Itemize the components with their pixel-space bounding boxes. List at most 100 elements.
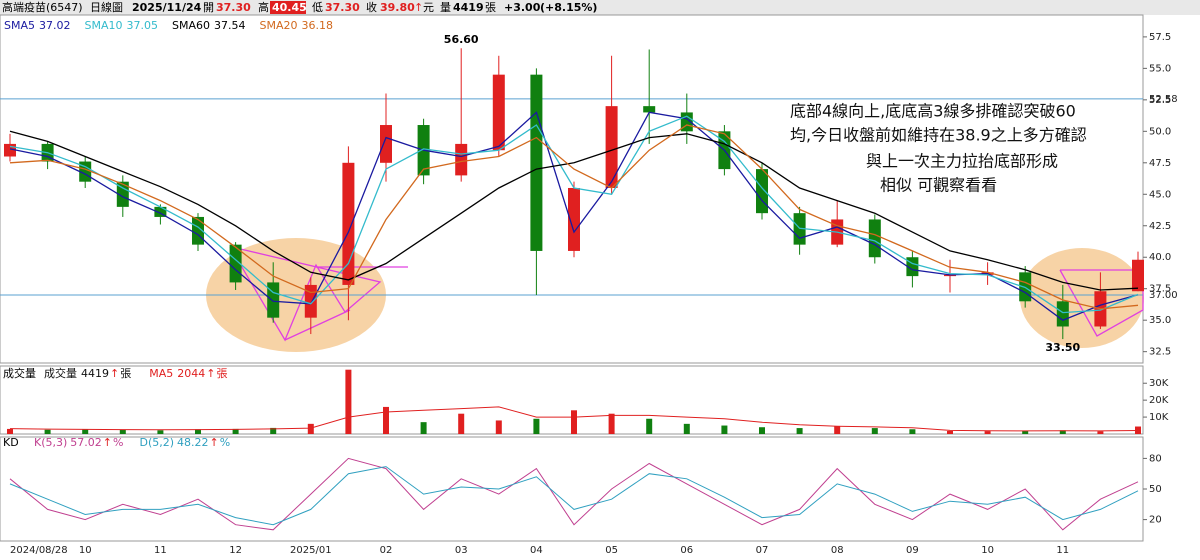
change: +3.00 bbox=[504, 1, 541, 14]
volume-bar bbox=[1097, 431, 1104, 434]
y-tick-label: 50.0 bbox=[1149, 126, 1171, 137]
volume-bar bbox=[646, 418, 653, 434]
x-tick-label: 03 bbox=[455, 545, 468, 556]
stock-name: 高端疫苗(6547) bbox=[2, 0, 83, 14]
y-tick-label: 40.0 bbox=[1149, 252, 1171, 263]
y-tick-label: 20K bbox=[1149, 395, 1169, 406]
candle-body bbox=[605, 106, 618, 188]
highlight-ellipse bbox=[1020, 248, 1144, 348]
price-panel bbox=[0, 14, 1144, 364]
legend-name: SMA5 bbox=[4, 19, 35, 32]
x-tick-label: 04 bbox=[530, 545, 543, 556]
sma-line bbox=[9, 115, 1139, 314]
x-tick-label: 2024/08/28 bbox=[10, 545, 68, 556]
x-tick-label: 12 bbox=[229, 545, 242, 556]
x-tick-label: 10 bbox=[79, 545, 92, 556]
volume-bar bbox=[909, 429, 916, 434]
price-annotation: 56.60 bbox=[444, 33, 479, 46]
note: 相似 可觀察看看 bbox=[880, 176, 997, 195]
x-tick-label: 10 bbox=[981, 545, 994, 556]
candle-body bbox=[643, 106, 656, 113]
sma-line bbox=[9, 111, 1139, 321]
y-tick-label: 42.5 bbox=[1149, 221, 1171, 232]
close-label: 收 bbox=[366, 0, 377, 14]
note: 與上一次主力拉抬底部形成 bbox=[866, 152, 1058, 171]
volume-bar bbox=[1135, 426, 1141, 434]
y-tick-label: 80 bbox=[1149, 453, 1162, 464]
volume-ma-line bbox=[9, 406, 1139, 432]
sma-line bbox=[9, 130, 1139, 291]
high-label: 高 bbox=[258, 0, 269, 14]
y-tick-label: 32.5 bbox=[1149, 347, 1171, 358]
note: 均,今日收盤前如維持在38.9之上多方確認 bbox=[790, 126, 1087, 145]
note: 底部4線向上,底底高3線多排確認突破60 bbox=[790, 102, 1076, 121]
trend-line bbox=[284, 309, 351, 341]
volume-bar bbox=[533, 418, 540, 434]
low-label: 低 bbox=[312, 0, 323, 14]
legend-name: D(5,2) bbox=[139, 436, 174, 449]
sma-line bbox=[9, 124, 1139, 310]
triangle bbox=[1059, 269, 1144, 337]
candle-body bbox=[1056, 301, 1069, 327]
y-tick-label: 37.5 bbox=[1149, 284, 1171, 295]
candle-body bbox=[868, 219, 881, 258]
kd-panel bbox=[0, 436, 1144, 542]
volume-bar bbox=[383, 406, 389, 434]
volume-bar bbox=[495, 420, 502, 434]
volume: 4419 bbox=[453, 1, 484, 14]
x-tick-label: 11 bbox=[1056, 545, 1069, 556]
close: 39.80 bbox=[380, 1, 415, 14]
legend-arrow: ↑ bbox=[206, 367, 215, 380]
volume-label: 量 bbox=[440, 1, 451, 14]
panel-title: KD bbox=[3, 436, 19, 449]
low: 37.30 bbox=[325, 1, 360, 14]
legend-value: 2044 bbox=[177, 367, 205, 380]
legend-arrow: ↑ bbox=[210, 436, 219, 449]
candle-body bbox=[530, 74, 543, 251]
volume-bar bbox=[759, 427, 765, 434]
currency: 元 bbox=[423, 1, 434, 14]
notes: 底部4線向上,底底高3線多排確認突破60 均,今日收盤前如維持在38.9之上多方… bbox=[790, 102, 1087, 195]
legend-name: SMA20 bbox=[260, 19, 298, 32]
y-tick-label: 55.0 bbox=[1149, 63, 1171, 74]
x-tick-label: 02 bbox=[380, 545, 393, 556]
volume-bar bbox=[834, 426, 841, 434]
price-annotation: 33.50 bbox=[1045, 341, 1080, 354]
legend-unit: % bbox=[220, 436, 230, 449]
kd-line bbox=[9, 466, 1139, 526]
legend-unit: % bbox=[113, 436, 123, 449]
volume-unit: 張 bbox=[485, 1, 496, 14]
open: 37.30 bbox=[216, 1, 251, 14]
candle-body bbox=[756, 169, 768, 214]
volume-bar bbox=[871, 428, 878, 434]
legend-unit: 張 bbox=[216, 367, 227, 380]
legend-name: K(5,3) bbox=[34, 436, 67, 449]
x-tick-label: 11 bbox=[154, 545, 167, 556]
volume-bar bbox=[984, 431, 991, 434]
candle-body bbox=[492, 74, 505, 151]
volume-bar bbox=[157, 430, 164, 434]
open-label: 開 bbox=[203, 1, 214, 14]
reference-label: 52.58 bbox=[1149, 94, 1178, 105]
candle-body bbox=[154, 206, 167, 217]
candle-body bbox=[455, 143, 468, 176]
volume-bar bbox=[1022, 430, 1029, 434]
y-tick-label: 47.5 bbox=[1149, 158, 1171, 169]
legend-value: 37.54 bbox=[214, 19, 246, 32]
legend-value: 57.02 bbox=[70, 436, 102, 449]
volume-bar bbox=[420, 422, 427, 434]
legend-value: 48.22 bbox=[177, 436, 209, 449]
candle-body bbox=[568, 187, 580, 251]
panel-title: 成交量 bbox=[3, 366, 36, 380]
legend-name: 成交量 bbox=[44, 366, 77, 380]
volume-bar bbox=[195, 429, 201, 434]
candle-body bbox=[304, 284, 317, 318]
volume-bar bbox=[571, 410, 577, 434]
chart-kind: 日線圖 bbox=[90, 0, 123, 14]
volume-bar bbox=[608, 413, 615, 434]
legend-arrow: ↑ bbox=[110, 367, 119, 380]
x-tick-label: 09 bbox=[906, 545, 919, 556]
volume-bar bbox=[119, 429, 126, 434]
